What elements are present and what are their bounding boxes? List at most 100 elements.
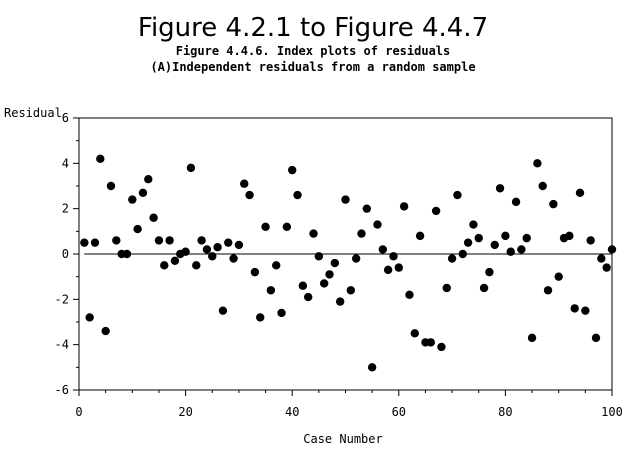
data-point: [138, 188, 148, 197]
data-point: [373, 220, 382, 229]
chart-subtitle-2: (A)Independent residuals from a random s…: [150, 60, 475, 74]
x-tick-label: 100: [601, 405, 623, 419]
data-point: [208, 252, 217, 261]
data-point: [154, 236, 164, 245]
data-point: [581, 306, 590, 315]
data-point: [597, 254, 606, 263]
data-point: [240, 179, 249, 188]
x-axis-label: Case Number: [303, 432, 382, 446]
data-point: [485, 267, 494, 277]
y-tick-label: -6: [55, 383, 69, 397]
y-tick-label: -2: [55, 292, 69, 306]
data-point: [309, 229, 318, 238]
data-point: [149, 213, 158, 222]
data-point: [367, 363, 377, 372]
data-point: [346, 286, 356, 295]
data-point: [399, 202, 409, 211]
data-point: [192, 261, 201, 270]
data-point: [122, 249, 132, 259]
data-point: [522, 233, 531, 243]
data-point: [426, 338, 435, 347]
data-point: [405, 290, 414, 299]
chart-subtitle-1: Figure 4.4.6. Index plots of residuals: [176, 44, 451, 58]
data-point: [224, 238, 233, 247]
data-points: [80, 154, 617, 372]
data-point: [415, 231, 425, 241]
data-point: [213, 243, 222, 252]
data-point: [314, 252, 324, 261]
data-point: [90, 238, 100, 247]
data-point: [256, 313, 265, 322]
data-point: [197, 236, 206, 245]
data-point: [335, 297, 345, 306]
data-point: [218, 306, 228, 315]
data-point: [410, 329, 419, 338]
data-point: [511, 197, 521, 207]
data-point: [575, 188, 585, 197]
data-point: [389, 252, 398, 261]
data-point: [506, 247, 515, 256]
data-point: [474, 233, 483, 243]
data-point: [96, 154, 105, 163]
data-point: [394, 263, 403, 272]
data-point: [234, 240, 244, 250]
x-tick-label: 60: [392, 405, 406, 419]
x-tick-label: 40: [285, 405, 299, 419]
y-axis-label: Residual: [4, 106, 62, 120]
data-point: [351, 254, 361, 263]
data-point: [128, 195, 137, 204]
data-point: [357, 229, 366, 238]
data-point: [272, 261, 281, 270]
data-point: [288, 165, 297, 175]
data-point: [362, 204, 372, 213]
data-point: [437, 342, 446, 352]
data-point: [591, 333, 601, 343]
data-point: [453, 190, 462, 200]
data-point: [202, 245, 212, 254]
data-point: [517, 245, 526, 254]
data-point: [181, 247, 190, 256]
data-point: [186, 163, 196, 173]
data-point: [602, 263, 611, 272]
y-tick-label: 2: [62, 202, 69, 216]
data-point: [341, 195, 350, 204]
data-point: [80, 238, 89, 247]
y-tick-label: -4: [55, 338, 69, 352]
data-point: [586, 236, 595, 245]
data-point: [549, 199, 558, 209]
data-point: [501, 231, 510, 241]
data-point: [554, 272, 563, 281]
chart-title: Figure 4.2.1 to Figure 4.4.7: [138, 13, 488, 43]
data-point: [303, 292, 313, 302]
data-point: [378, 245, 388, 254]
data-point: [266, 286, 276, 295]
data-point: [229, 254, 238, 263]
data-point: [101, 326, 110, 336]
data-point: [144, 175, 153, 184]
data-point: [330, 258, 340, 268]
data-point: [170, 256, 180, 265]
y-tick-label: 6: [62, 111, 69, 125]
data-point: [85, 313, 94, 322]
data-point: [261, 222, 270, 231]
data-point: [479, 283, 489, 293]
data-point: [442, 283, 451, 293]
data-point: [245, 190, 254, 200]
data-point: [277, 308, 286, 318]
data-point: [250, 267, 260, 277]
data-point: [160, 261, 169, 270]
data-point: [458, 249, 467, 259]
data-point: [106, 181, 116, 191]
y-axis-ticks: -6 -4 -2 0 2 4 6: [55, 111, 79, 397]
x-tick-label: 0: [75, 405, 82, 419]
data-point: [383, 265, 393, 275]
x-tick-label: 20: [178, 405, 192, 419]
data-point: [431, 206, 441, 216]
data-point: [527, 333, 537, 343]
data-point: [133, 224, 142, 234]
data-point: [543, 286, 553, 295]
data-point: [165, 236, 174, 245]
data-point: [565, 231, 574, 241]
data-point: [570, 304, 579, 313]
